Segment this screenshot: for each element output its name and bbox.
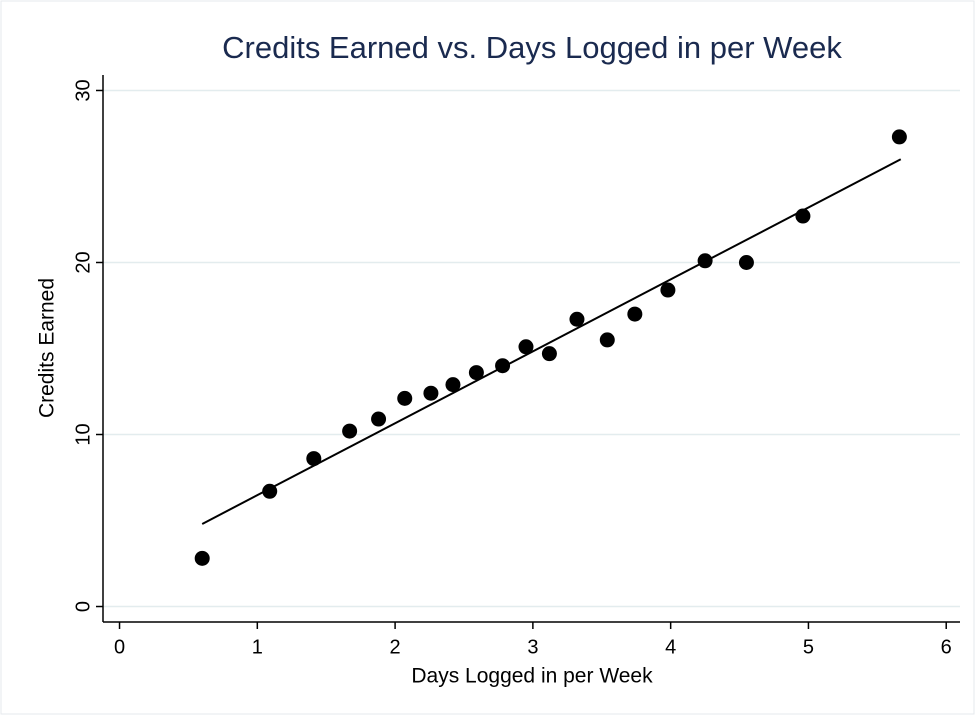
scatter-point	[738, 254, 754, 270]
scatter-point	[891, 129, 907, 145]
x-tick-label: 1	[252, 636, 263, 658]
scatter-point	[423, 385, 439, 401]
y-tick-label: 20	[72, 251, 94, 273]
scatter-point	[627, 306, 643, 322]
chart-title: Credits Earned vs. Days Logged in per We…	[222, 30, 842, 65]
x-tick-label: 3	[527, 636, 538, 658]
scatter-point	[468, 365, 484, 381]
x-tick-label: 0	[114, 636, 125, 658]
scatter-point	[599, 332, 615, 348]
scatter-point	[342, 423, 358, 439]
x-axis-label: Days Logged in per Week	[411, 665, 653, 688]
y-axis-label: Credits Earned	[36, 278, 59, 418]
scatter-point	[518, 339, 534, 355]
y-tick-label: 30	[72, 79, 94, 101]
scatter-point	[397, 390, 413, 406]
scatter-point	[660, 282, 676, 298]
scatter-point	[569, 311, 585, 327]
y-tick-label: 0	[72, 601, 94, 612]
scatter-point	[306, 451, 322, 467]
x-tick-label: 2	[390, 636, 401, 658]
scatter-point	[194, 550, 210, 566]
scatter-point	[445, 377, 461, 393]
scatter-point	[371, 411, 387, 427]
y-tick-label: 10	[72, 423, 94, 445]
scatter-point	[541, 346, 557, 362]
x-tick-label: 4	[665, 636, 676, 658]
x-tick-label: 5	[803, 636, 814, 658]
fit-line	[201, 158, 902, 525]
x-tick-label: 6	[941, 636, 952, 658]
